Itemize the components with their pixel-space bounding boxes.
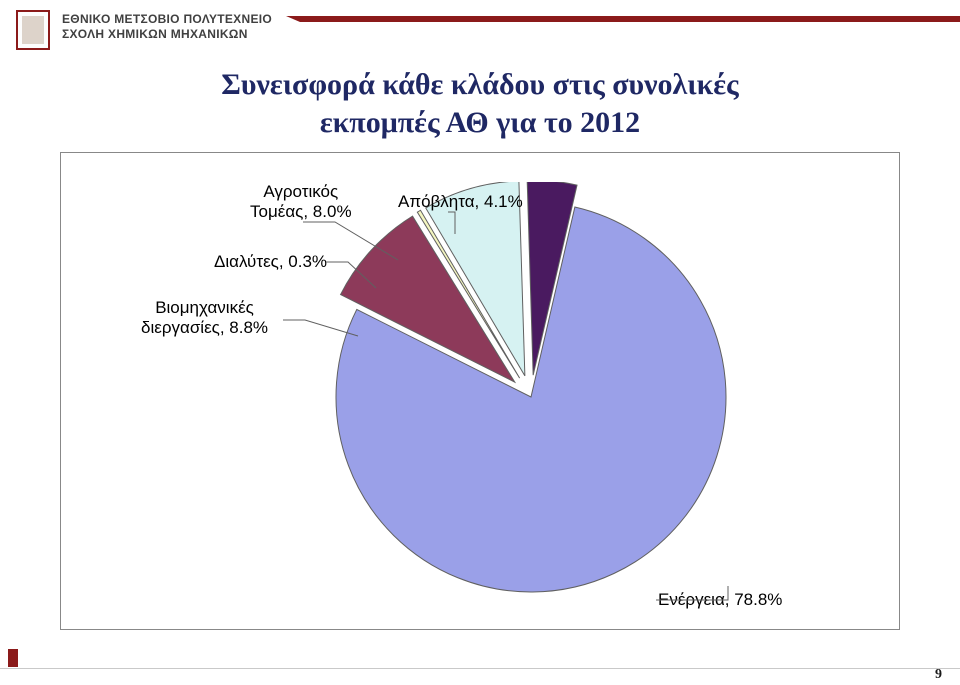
label-biomix: Βιομηχανικές διεργασίες, 8.8%: [141, 298, 268, 338]
label-apovlita: Απόβλητα, 4.1%: [398, 192, 523, 212]
label-dialytes: Διαλύτες, 0.3%: [214, 252, 327, 272]
institution-line2: ΣΧΟΛΗ ΧΗΜΙΚΩΝ ΜΗΧΑΝΙΚΩΝ: [62, 27, 272, 42]
institution-line1: ΕΘΝΙΚΟ ΜΕΤΣΟΒΙΟ ΠΟΛΥΤΕΧΝΕΙΟ: [62, 12, 272, 27]
header-rule: [300, 16, 960, 22]
pie-svg: [316, 182, 746, 612]
title-line-1: Συνεισφορά κάθε κλάδου στις συνολικές: [0, 66, 960, 104]
title-line-2: εκπομπές ΑΘ για το 2012: [0, 104, 960, 142]
institution-logo: [16, 10, 50, 50]
footer-accent: [8, 649, 18, 667]
label-agrotikos: Αγροτικός Τομέας, 8.0%: [250, 182, 352, 222]
institution-text: ΕΘΝΙΚΟ ΜΕΤΣΟΒΙΟ ΠΟΛΥΤΕΧΝΕΙΟ ΣΧΟΛΗ ΧΗΜΙΚΩ…: [62, 12, 272, 42]
pie-chart: [316, 182, 746, 612]
page-number: 9: [935, 667, 942, 683]
footer-line: [0, 668, 960, 669]
label-energeia: Ενέργεια, 78.8%: [658, 590, 782, 610]
slide-header: ΕΘΝΙΚΟ ΜΕΤΣΟΒΙΟ ΠΟΛΥΤΕΧΝΕΙΟ ΣΧΟΛΗ ΧΗΜΙΚΩ…: [0, 6, 960, 50]
slide-title: Συνεισφορά κάθε κλάδου στις συνολικές εκ…: [0, 66, 960, 141]
